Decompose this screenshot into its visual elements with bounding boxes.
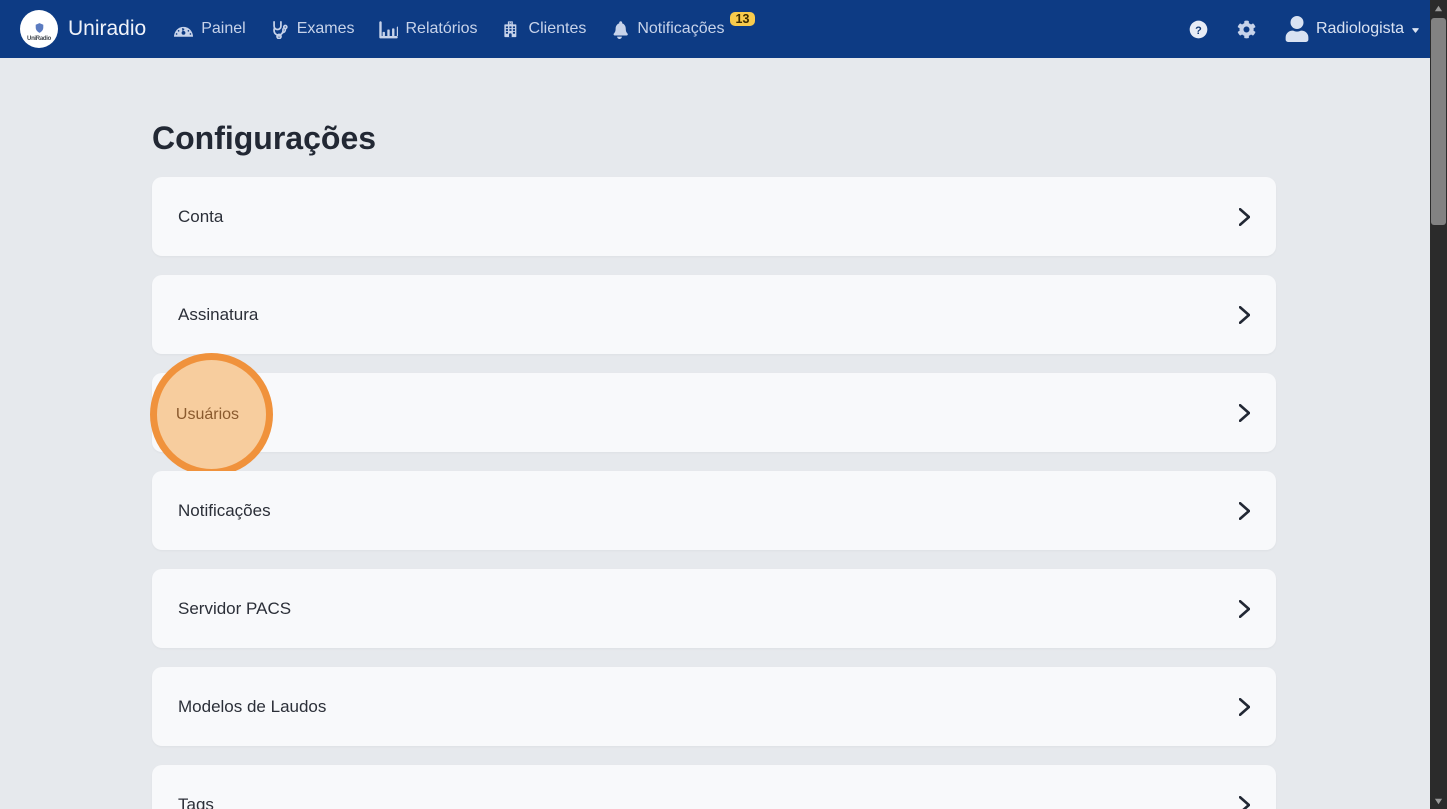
svg-text:?: ?: [1196, 24, 1203, 36]
